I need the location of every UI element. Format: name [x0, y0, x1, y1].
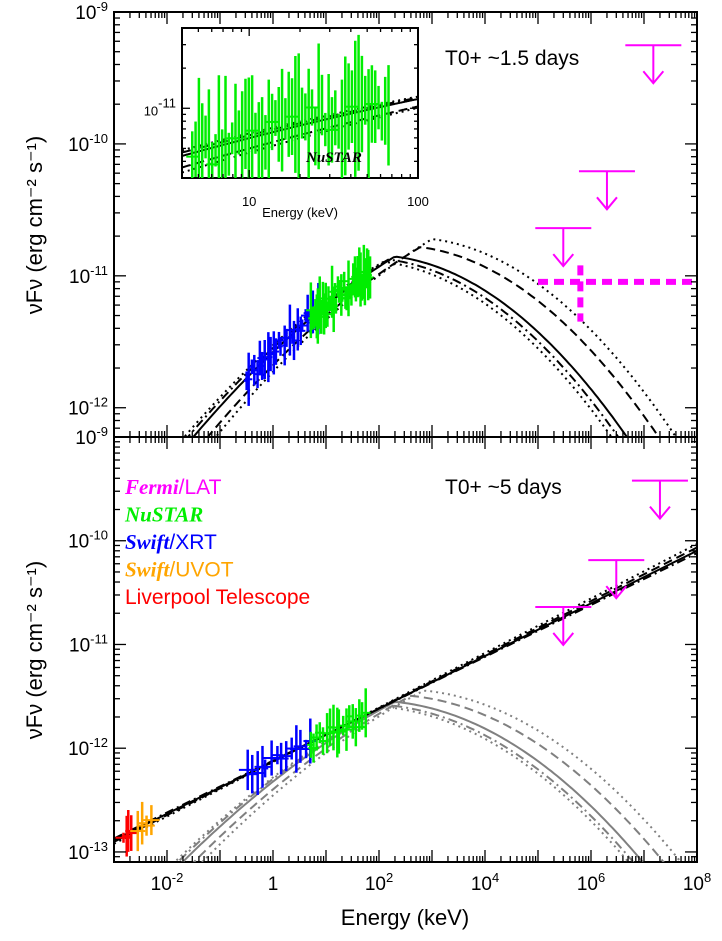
legend-entry: NuSTAR [124, 503, 203, 527]
tick-label: 106 [577, 870, 605, 895]
inset-data-points [186, 34, 390, 178]
tick-label: 108 [683, 870, 711, 895]
top-inset: 10-11 10 100 NuSTAR Energy (keV) [144, 27, 429, 220]
tick-label: 10-13 [68, 839, 108, 864]
model-curve [176, 704, 635, 862]
tick-label: 102 [365, 870, 393, 895]
tick-label: 104 [471, 870, 499, 895]
bottom-xlabel: Energy (keV) [341, 905, 469, 930]
upper-limit-arrow [596, 196, 618, 211]
tick-label: 10-12 [68, 735, 108, 760]
bottom-power-laws [114, 543, 697, 845]
bottom-model-curves [173, 689, 683, 862]
top-annotation: T0+ ~1.5 days [445, 47, 579, 70]
upper-limit-arrow [552, 253, 575, 268]
tick-label: 1 [268, 874, 279, 895]
legend-entry: Swift/UVOT [125, 558, 234, 582]
bottom-panel: 10-9 10-10 10-11 10-12 10-13 10-2 1 102 104 106 10… [22, 424, 711, 930]
top-data-points [243, 244, 374, 406]
model-curve [182, 95, 418, 152]
upper-limit-arrow [649, 505, 671, 521]
model-curve [181, 700, 644, 862]
model-curve [186, 258, 620, 437]
power-law [114, 552, 697, 840]
top-model-curves [182, 238, 678, 437]
inset-label: NuSTAR [305, 150, 362, 166]
tick-label: 10 [242, 194, 256, 209]
model-curve [214, 238, 678, 437]
bottom-frame [113, 436, 698, 863]
inset-xlabel: Energy (keV) [262, 205, 338, 220]
power-law [114, 543, 697, 845]
tick-label: 10-12 [68, 395, 108, 420]
bottom-ticks: 10-9 10-10 10-11 10-12 10-13 10-2 1 102 104 106 10… [68, 424, 711, 895]
upper-limit-arrow [642, 70, 665, 85]
bottom-upper-limits [535, 479, 688, 647]
tick-label: 10-10 [68, 528, 108, 553]
inset-ticks: 10-11 10 100 [144, 27, 429, 209]
legend-entry: Swift/XRT [125, 530, 217, 554]
model-curve [182, 260, 613, 437]
tick-label: 10-11 [69, 631, 108, 656]
bottom-annotation: T0+ ~5 days [445, 476, 562, 499]
model-curve [192, 694, 665, 862]
tick-label: 10-2 [151, 870, 184, 895]
bottom-data-points [115, 688, 371, 857]
tick-label: 100 [407, 194, 429, 209]
upper-limit-arrow [605, 585, 628, 600]
legend: Fermi/LAT NuSTAR Swift/XRT Swift/UVOT Liverp… [124, 475, 310, 609]
legend-entry: Fermi/LAT [124, 475, 222, 499]
tick-label: 10-9 [75, 0, 108, 24]
bottom-ylabel: νFν (erg cm⁻² s⁻¹) [22, 561, 47, 739]
upper-limit-arrow [552, 632, 575, 647]
legend-entry: Liverpool Telescope [125, 586, 310, 609]
tick-label: 10-9 [75, 424, 108, 449]
tick-label: 10-10 [68, 131, 108, 156]
top-upper-limits [535, 44, 695, 322]
tick-label: 10-11 [144, 95, 176, 118]
top-ylabel: νFν (erg cm⁻² s⁻¹) [22, 136, 47, 314]
tick-label: 10-11 [69, 263, 108, 288]
model-curve [200, 689, 683, 862]
model-curve [191, 255, 629, 437]
